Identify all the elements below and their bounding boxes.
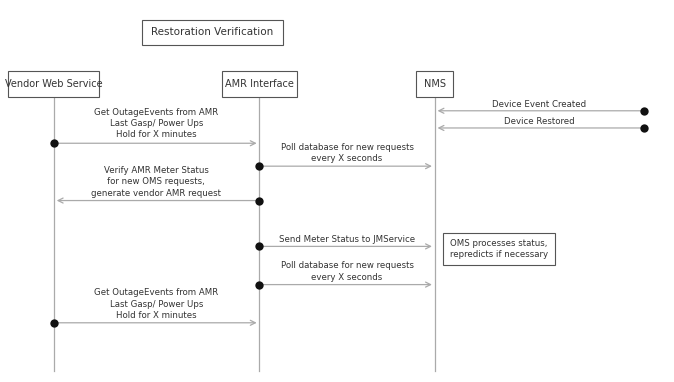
Text: NMS: NMS — [424, 79, 446, 89]
Text: Poll database for new requests
every X seconds: Poll database for new requests every X s… — [280, 143, 414, 163]
Text: Vendor Web Service: Vendor Web Service — [5, 79, 102, 89]
Bar — [222, 71, 297, 97]
Bar — [443, 233, 555, 265]
Text: OMS processes status,
repredicts if necessary: OMS processes status, repredicts if nece… — [450, 239, 548, 259]
Text: Restoration Verification: Restoration Verification — [151, 28, 274, 37]
Text: Get OutageEvents from AMR
Last Gasp/ Power Ups
Hold for X minutes: Get OutageEvents from AMR Last Gasp/ Pow… — [94, 107, 218, 139]
Text: AMR Interface: AMR Interface — [225, 79, 294, 89]
Text: Device Event Created: Device Event Created — [492, 100, 586, 109]
Text: Get OutageEvents from AMR
Last Gasp/ Power Ups
Hold for X minutes: Get OutageEvents from AMR Last Gasp/ Pow… — [94, 288, 218, 320]
Text: Poll database for new requests
every X seconds: Poll database for new requests every X s… — [280, 261, 414, 282]
Text: Verify AMR Meter Status
for new OMS requests,
generate vendor AMR request: Verify AMR Meter Status for new OMS requ… — [92, 166, 221, 198]
Text: Device Restored: Device Restored — [504, 117, 574, 126]
Bar — [417, 71, 454, 97]
Text: Send Meter Status to JMService: Send Meter Status to JMService — [279, 235, 415, 244]
Bar — [8, 71, 100, 97]
Bar — [142, 20, 283, 45]
